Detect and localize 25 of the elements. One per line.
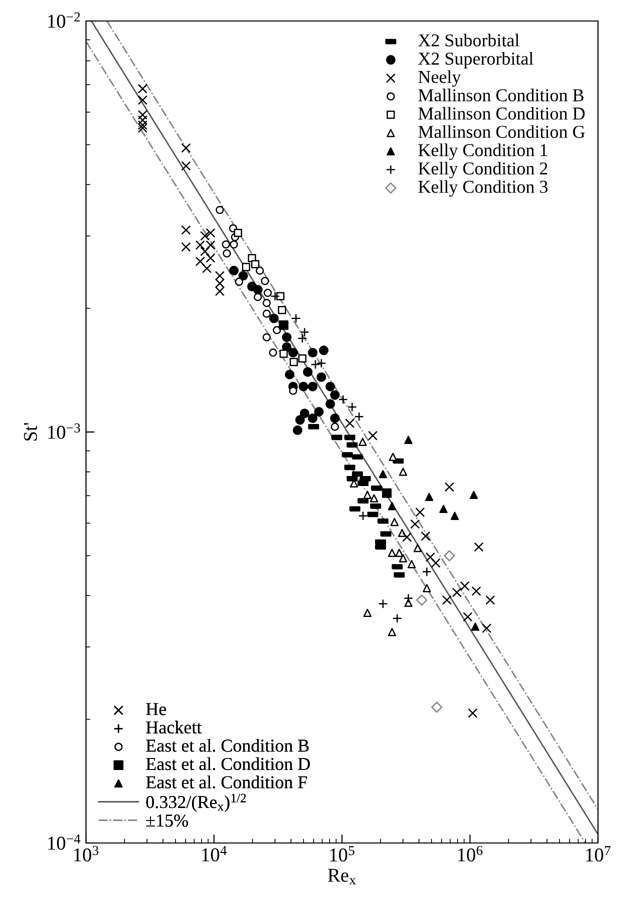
y-axis-title: St'	[24, 422, 38, 441]
legend-label: Neely	[418, 70, 461, 87]
x-tick-label: 10$^{7}$	[586, 846, 610, 862]
x-axis-title: Re$_{x}$	[328, 868, 356, 884]
legend-label: East et al. Condition F	[146, 776, 307, 788]
y-tick-label: 10$^{−2}$	[48, 12, 80, 28]
x-tick-label: 10$^{4}$	[202, 846, 227, 862]
legend-label: Mallinson Condition D	[418, 106, 585, 120]
legend-label: He	[146, 703, 166, 716]
x-tick-label: 10$^{3}$	[74, 846, 98, 862]
y-tick-label: 10$^{−3}$	[48, 423, 80, 439]
legend-label: ±15%	[146, 814, 188, 827]
legend-label: Mallinson Condition B	[418, 88, 584, 102]
legend-label: East et al. Condition D	[146, 757, 310, 770]
legend-label: East et al. Condition B	[146, 739, 309, 752]
legend-label: X2 Superorbital	[418, 52, 534, 68]
legend-label: 0.332/(Re$_{x}$)$^{1/2}$	[146, 794, 246, 812]
x-tick-label: 10$^{5}$	[330, 846, 354, 862]
legend-label: Kelly Condition 1	[418, 144, 548, 160]
legend-label: X2 Suborbital	[418, 34, 520, 46]
legend-label: Mallinson Condition G	[418, 125, 585, 138]
x-tick-label: 10$^{6}$	[458, 846, 482, 862]
legend-label: Kelly Condition 2	[418, 162, 548, 178]
legend-label: Kelly Condition 3	[418, 180, 548, 197]
legend-label: Hackett	[146, 720, 202, 734]
